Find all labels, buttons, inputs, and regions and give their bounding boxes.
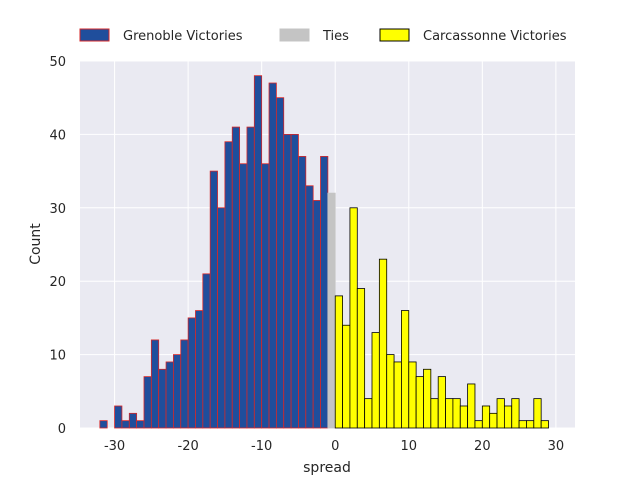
carcassonne-victories-bar	[342, 324, 351, 429]
grenoble-victories-bar	[209, 170, 218, 429]
grenoble-victories-bar	[312, 200, 321, 429]
carcassonne-victories-bar	[474, 420, 483, 429]
x-axis-label: spread	[303, 460, 351, 476]
carcassonne-victories-bar	[386, 354, 395, 429]
carcassonne-victories-bar	[467, 383, 476, 429]
carcassonne-victories-bar	[481, 405, 491, 429]
carcassonne-victories-bar	[511, 398, 520, 429]
y-axis-ticks: 0 10 20 30 40 50	[49, 55, 66, 437]
grenoble-victories-bar	[305, 185, 314, 429]
carcassonne-victories-bar	[503, 405, 513, 429]
carcassonne-victories-bar	[489, 412, 498, 429]
grenoble-victories-bar	[114, 405, 123, 429]
grenoble-victories-bar	[202, 273, 211, 429]
carcassonne-victories-bar	[393, 361, 402, 429]
y-tick-label: 40	[49, 128, 66, 143]
grenoble-victories-bar	[261, 163, 270, 429]
grenoble-victories-bar	[187, 317, 196, 429]
legend-label: Ties	[322, 29, 349, 44]
y-tick-label: 20	[49, 275, 66, 290]
grenoble-victories-bar	[217, 207, 226, 429]
y-tick-label: 30	[49, 202, 66, 217]
carcassonne-victories-bar	[518, 420, 527, 429]
grenoble-victories-bar	[275, 97, 285, 429]
carcassonne-victories-bar	[452, 398, 461, 429]
x-tick-label: -20	[178, 439, 199, 454]
grenoble-victories-bar	[253, 75, 263, 429]
grenoble-victories-bar	[143, 376, 152, 429]
grenoble-victories-bar	[283, 133, 292, 429]
carcassonne-victories-bar	[496, 398, 505, 429]
x-tick-label: 20	[474, 439, 491, 454]
grenoble-victories-bar	[224, 141, 233, 429]
carcassonne-victories-bar	[430, 398, 439, 429]
y-tick-label: 0	[58, 422, 66, 437]
carcassonne-victories-bar	[364, 398, 373, 429]
legend-swatch	[379, 28, 410, 42]
grenoble-victories-bar	[290, 133, 299, 429]
grenoble-victories-bar	[239, 163, 248, 429]
x-axis-ticks: -30 -20 -10 0 10 20 30	[104, 439, 564, 454]
x-tick-label: -10	[251, 439, 272, 454]
grenoble-victories-bar	[158, 368, 167, 429]
x-tick-label: 30	[548, 439, 565, 454]
histogram-bars	[99, 75, 549, 429]
carcassonne-victories-bar	[437, 376, 446, 429]
grenoble-victories-bar	[246, 126, 255, 429]
x-tick-label: 0	[331, 439, 339, 454]
carcassonne-victories-bar	[356, 288, 366, 429]
grenoble-victories-bar	[320, 156, 329, 429]
legend: Grenoble Victories Ties Carcassonne Victor…	[79, 28, 567, 44]
y-tick-label: 50	[49, 55, 66, 70]
carcassonne-victories-bar	[371, 332, 380, 429]
grenoble-victories-bar	[99, 420, 108, 429]
grenoble-victories-bar	[180, 339, 189, 429]
carcassonne-victories-bar	[423, 368, 432, 429]
carcassonne-victories-bar	[459, 405, 469, 429]
carcassonne-victories-bar	[526, 420, 535, 429]
grenoble-victories-bar	[268, 82, 277, 429]
grenoble-victories-bar	[136, 420, 145, 429]
carcassonne-victories-bar	[445, 398, 454, 429]
y-axis-label: Count	[28, 223, 44, 265]
legend-swatch	[79, 28, 110, 42]
x-tick-label: -30	[104, 439, 125, 454]
carcassonne-victories-bar	[401, 310, 410, 429]
grenoble-victories-bar	[165, 361, 174, 429]
ties-bar	[327, 192, 336, 429]
carcassonne-victories-bar	[349, 207, 358, 429]
legend-label: Carcassonne Victories	[423, 29, 567, 44]
carcassonne-victories-bar	[408, 361, 417, 429]
x-tick-label: 10	[401, 439, 418, 454]
grenoble-victories-bar	[128, 412, 138, 429]
carcassonne-victories-bar	[540, 420, 549, 429]
carcassonne-victories-bar	[378, 258, 388, 429]
grenoble-victories-bar	[121, 420, 130, 429]
legend-label: Grenoble Victories	[123, 29, 243, 44]
y-tick-label: 10	[49, 349, 66, 364]
carcassonne-victories-bar	[415, 376, 424, 429]
carcassonne-victories-bar	[533, 398, 542, 429]
grenoble-victories-bar	[195, 310, 204, 429]
grenoble-victories-bar	[173, 354, 182, 429]
carcassonne-victories-bar	[334, 295, 343, 429]
grenoble-victories-bar	[231, 126, 241, 429]
grenoble-victories-bar	[298, 156, 307, 429]
legend-swatch	[279, 28, 310, 42]
grenoble-victories-bar	[150, 339, 160, 429]
